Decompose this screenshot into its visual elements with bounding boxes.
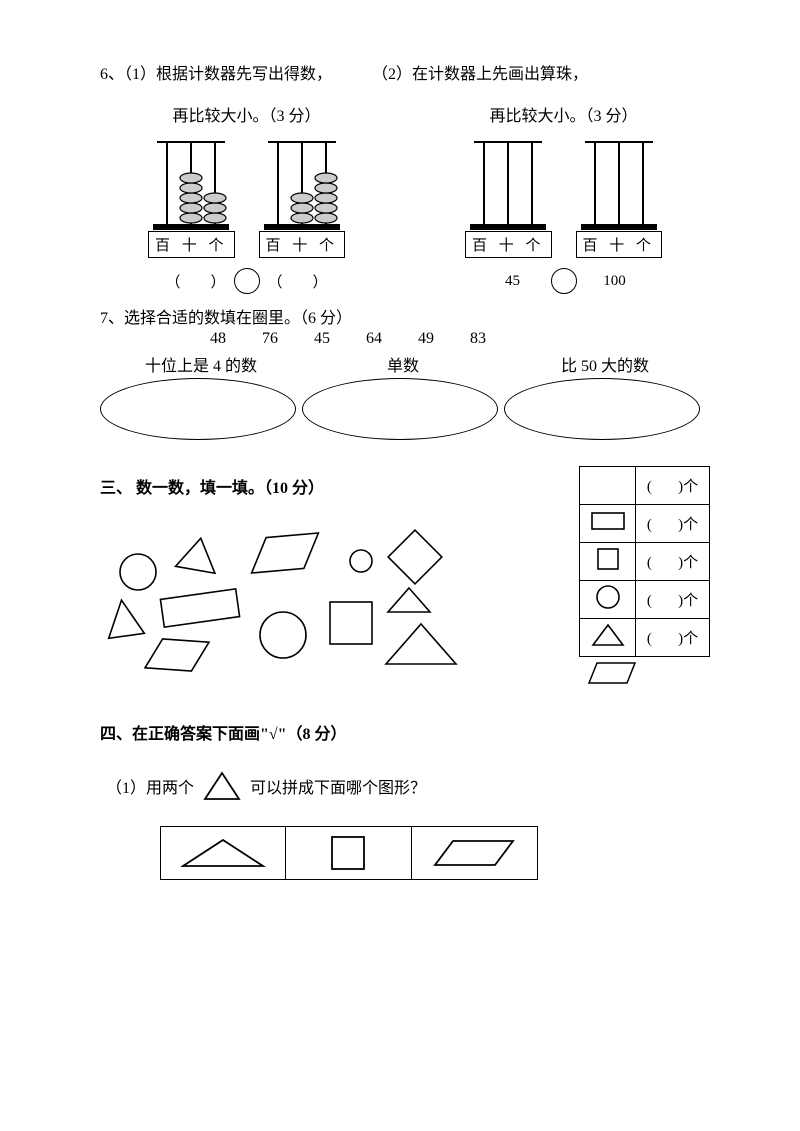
table-row: ( )个 <box>580 581 710 619</box>
q6-subtitle1: 再比较大小。（3 分） <box>172 102 320 126</box>
q6-left-answer[interactable]: （ ） （ ） <box>165 268 327 294</box>
sec3-title: 三、 数一数，填一填。（10 分） <box>100 474 561 498</box>
table-row: ( )个 <box>580 505 710 543</box>
q7-label-2: 单数 <box>302 352 504 376</box>
value-100: 100 <box>585 273 645 290</box>
choice-parallelogram[interactable] <box>412 827 537 879</box>
count-cell[interactable]: ( )个 <box>636 543 710 581</box>
section-3: 三、 数一数，填一填。（10 分） ( )个 ( )个 ( )个 ( )个 ( … <box>100 474 710 690</box>
triangle-icon <box>202 770 242 802</box>
q7-label-3: 比 50 大的数 <box>504 352 706 376</box>
abacus-base-label: 百 十 个 <box>259 231 346 258</box>
abacus-base-label: 百 十 个 <box>465 231 552 258</box>
oval-3[interactable] <box>504 378 700 440</box>
shapes-scene <box>100 516 500 686</box>
sec4-title: 四、在正确答案下面画"√"（8 分） <box>100 720 710 744</box>
table-icon-rectangle <box>580 505 636 543</box>
oval-2[interactable] <box>302 378 498 440</box>
q6: 6、（1）根据计数器先写出得数， （2）在计数器上先画出算珠， 再比较大小。（3… <box>100 60 710 294</box>
sec4-q1-pre: （1）用两个 <box>106 774 194 798</box>
table-row: ( )个 <box>580 467 710 505</box>
sec4-choices <box>160 826 538 880</box>
q7-num: 48 <box>210 330 226 348</box>
table-icon-triangle <box>580 619 636 657</box>
table-row: ( )个 <box>580 619 710 657</box>
q7-num: 49 <box>418 330 434 348</box>
sec4-q1: （1）用两个 可以拼成下面哪个图形？ <box>106 770 710 802</box>
q7: 7、选择合适的数填在圈里。（6 分） 48 76 45 64 49 83 十位上… <box>100 304 710 440</box>
q7-num: 64 <box>366 330 382 348</box>
compare-circle-icon[interactable] <box>551 268 577 294</box>
blank-right[interactable]: （ ） <box>268 271 328 292</box>
q6-part2-label: （2）在计数器上先画出算珠， <box>372 60 588 84</box>
table-icon-circle <box>580 581 636 619</box>
count-cell[interactable]: ( )个 <box>636 581 710 619</box>
q7-prompt: 7、选择合适的数填在圈里。（6 分） <box>100 304 710 328</box>
abacus-base-label: 百 十 个 <box>148 231 235 258</box>
q6-right-group: 再比较大小。（3 分） 百 十 个 百 十 个 45 100 <box>417 102 710 294</box>
section-4: 四、在正确答案下面画"√"（8 分） （1）用两个 可以拼成下面哪个图形？ <box>100 720 710 880</box>
extra-parallelogram-icon <box>587 661 710 690</box>
q7-number-list: 48 76 45 64 49 83 <box>210 330 710 348</box>
abacus-1: 百 十 个 <box>148 136 235 258</box>
count-cell[interactable]: ( )个 <box>636 467 710 505</box>
q7-num: 76 <box>262 330 278 348</box>
q7-label-1: 十位上是 4 的数 <box>100 352 302 376</box>
q6-part1-label: 6、（1）根据计数器先写出得数， <box>100 60 332 84</box>
oval-1[interactable] <box>100 378 296 440</box>
q6-left-group: 再比较大小。（3 分） 百 十 个 百 十 个 （ ） （ ） <box>100 102 393 294</box>
q7-num: 45 <box>314 330 330 348</box>
choice-triangle[interactable] <box>161 827 286 879</box>
table-icon-blank <box>580 467 636 505</box>
q6-subtitle2: 再比较大小。（3 分） <box>489 102 637 126</box>
compare-circle-icon[interactable] <box>234 268 260 294</box>
shape-count-table: ( )个 ( )个 ( )个 ( )个 ( )个 <box>579 466 710 657</box>
abacus-3[interactable]: 百 十 个 <box>465 136 552 258</box>
value-45: 45 <box>483 273 543 290</box>
abacus-base-label: 百 十 个 <box>576 231 663 258</box>
choice-square[interactable] <box>286 827 411 879</box>
q6-right-answer: 45 100 <box>483 268 645 294</box>
sec4-q1-post: 可以拼成下面哪个图形？ <box>250 774 426 798</box>
table-icon-square <box>580 543 636 581</box>
table-row: ( )个 <box>580 543 710 581</box>
q7-num: 83 <box>470 330 486 348</box>
shape-count-table-wrap: ( )个 ( )个 ( )个 ( )个 ( )个 <box>579 474 710 690</box>
abacus-2: 百 十 个 <box>259 136 346 258</box>
blank-left[interactable]: （ ） <box>165 271 225 292</box>
q7-ovals <box>100 378 710 440</box>
count-cell[interactable]: ( )个 <box>636 505 710 543</box>
abacus-4[interactable]: 百 十 个 <box>576 136 663 258</box>
count-cell[interactable]: ( )个 <box>636 619 710 657</box>
